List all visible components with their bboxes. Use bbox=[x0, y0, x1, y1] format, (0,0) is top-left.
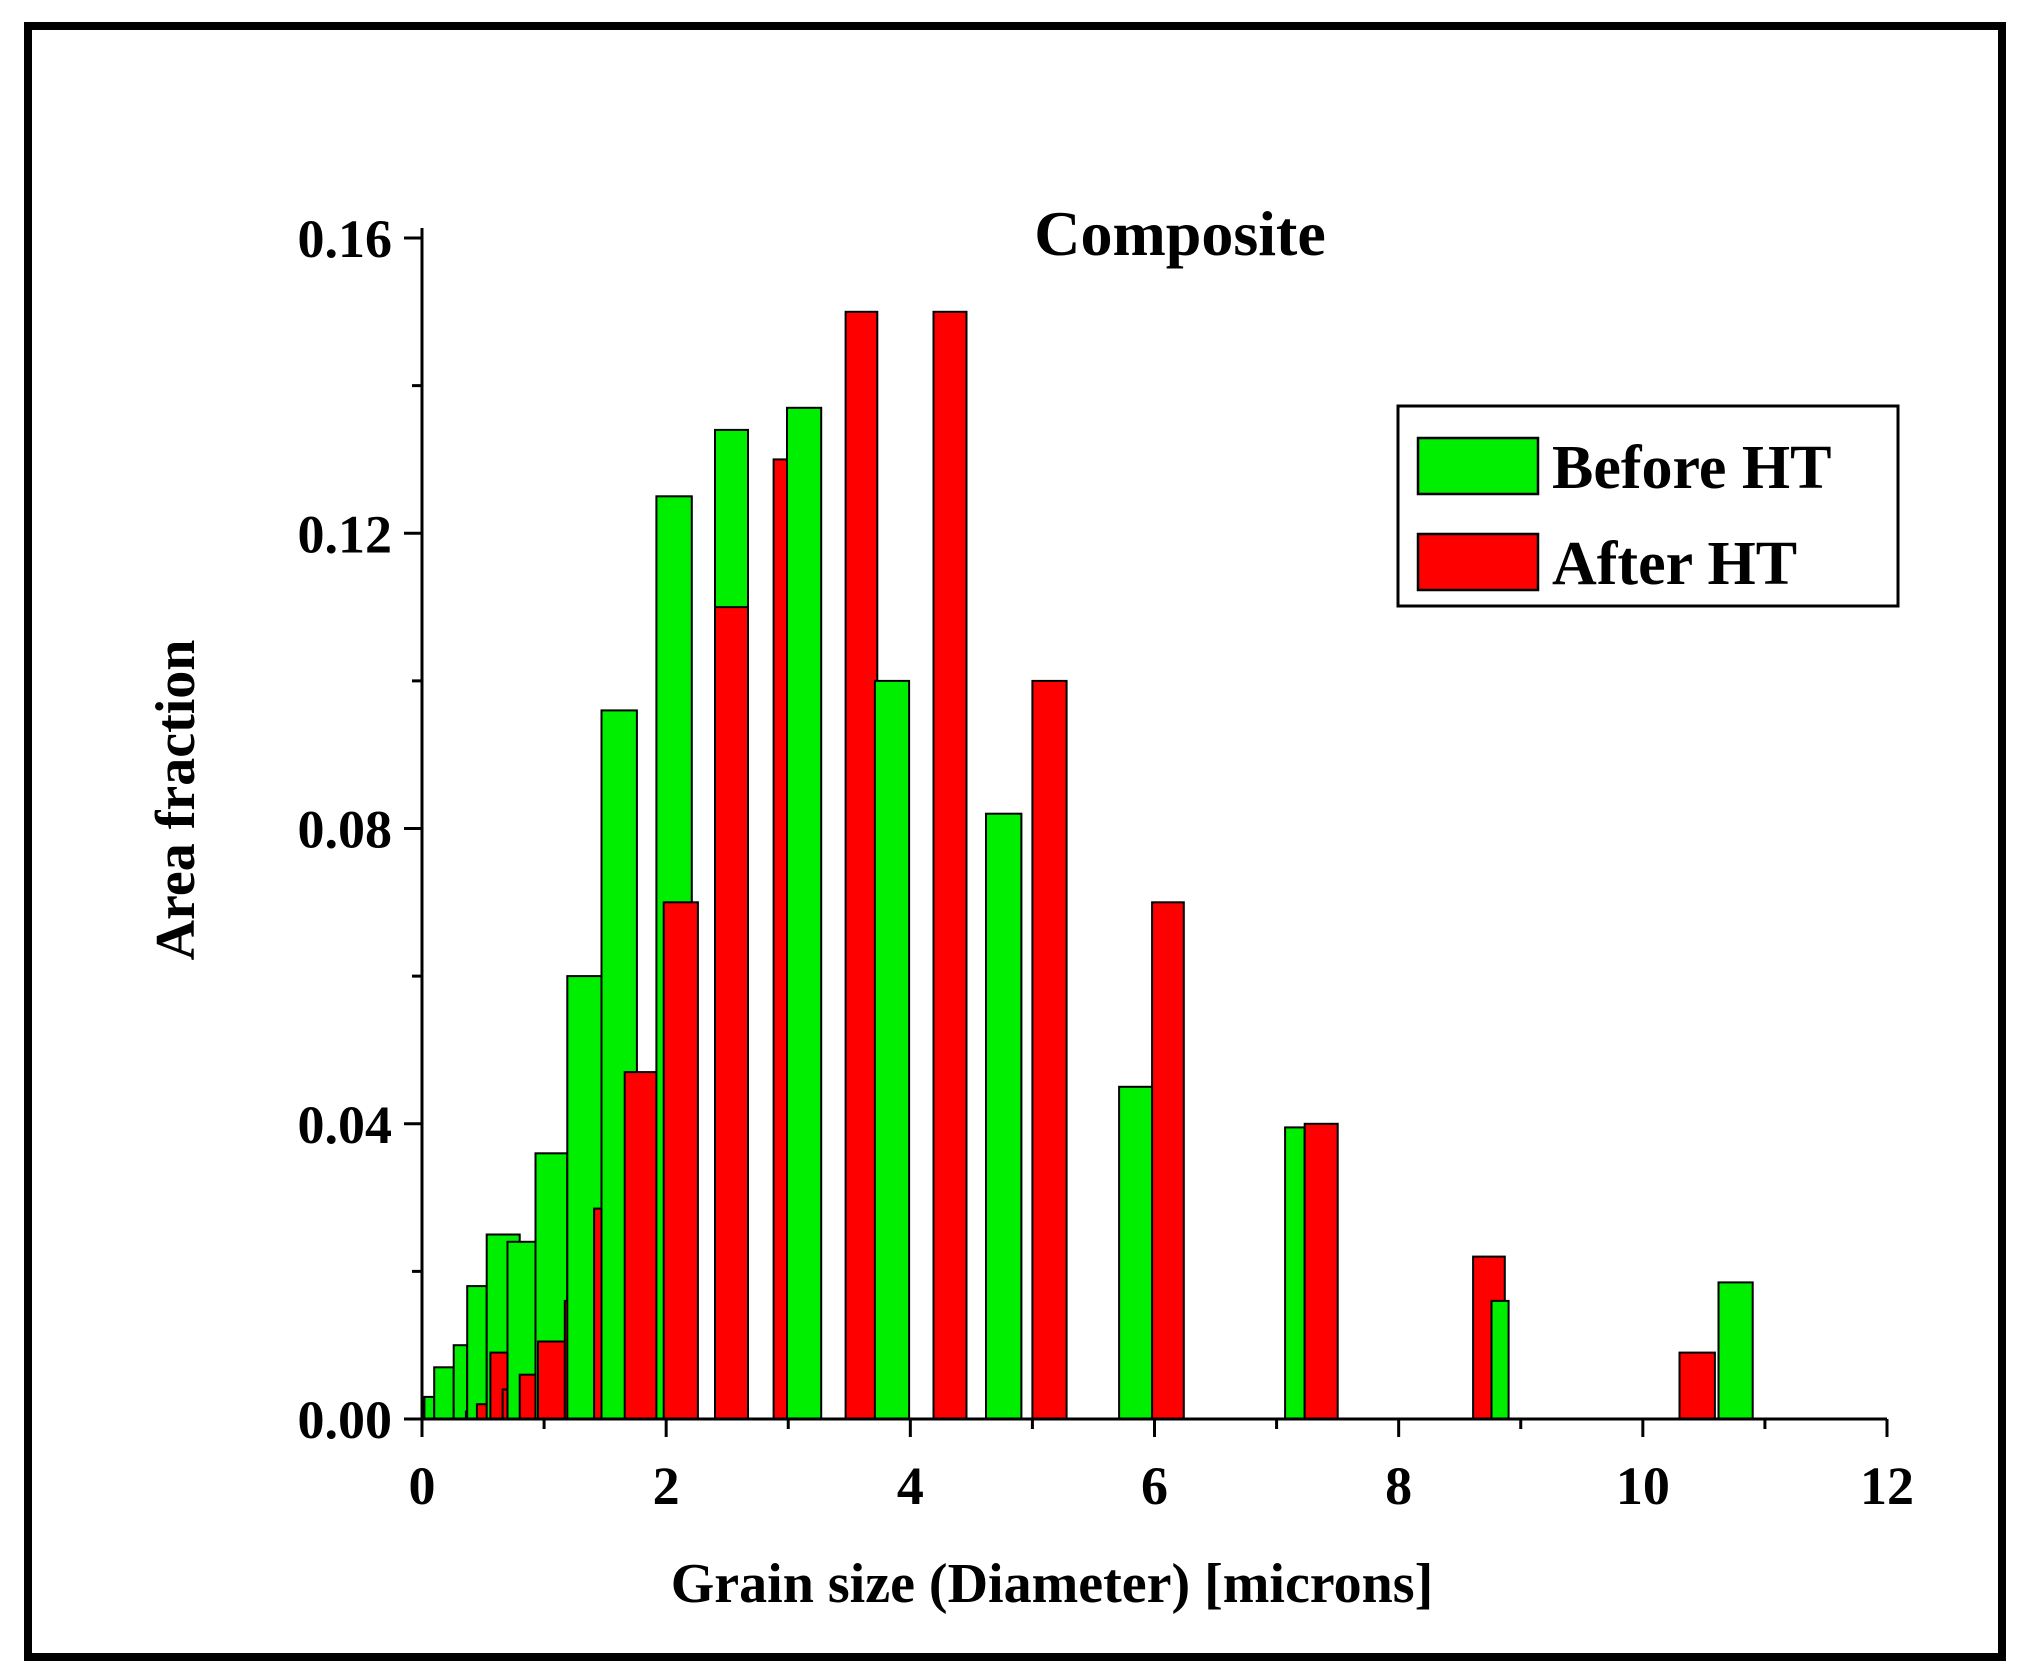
y-axis-label: Area fraction bbox=[145, 640, 207, 961]
x-tick-label-6: 12 bbox=[1860, 1456, 1914, 1516]
before-ht-bar-11 bbox=[786, 406, 823, 1420]
before-ht-bar-0 bbox=[423, 1395, 436, 1421]
chart-title: Composite bbox=[1034, 198, 1326, 269]
before-ht-bar-13 bbox=[985, 812, 1023, 1420]
axes-layer: 0 2 4 6 8 10 12 0.00 0.04 0.08 0.12 0.16 bbox=[298, 209, 1915, 1516]
legend: Before HT After HT bbox=[1396, 404, 1900, 608]
before-ht-bar-2 bbox=[452, 1344, 469, 1420]
before-ht-bar-15 bbox=[1284, 1126, 1306, 1421]
x-tick-label-4: 8 bbox=[1385, 1456, 1412, 1516]
after-ht-bar-10 bbox=[714, 606, 749, 1420]
after-ht-bar-9 bbox=[662, 901, 699, 1420]
y-tick-label-4: 0.16 bbox=[298, 209, 393, 269]
y-tick-label-0: 0.00 bbox=[298, 1390, 393, 1450]
y-tick-label-2: 0.08 bbox=[298, 800, 393, 860]
before-ht-bar-12 bbox=[873, 679, 911, 1420]
y-tick-label-3: 0.12 bbox=[298, 504, 393, 564]
y-tick-label-1: 0.04 bbox=[298, 1095, 393, 1155]
x-tick-label-0: 0 bbox=[409, 1456, 436, 1516]
legend-label-before-ht: Before HT bbox=[1552, 434, 1832, 502]
x-tick-label-5: 10 bbox=[1616, 1456, 1670, 1516]
after-ht-bar-14 bbox=[1031, 679, 1068, 1420]
after-ht-bar-8 bbox=[623, 1071, 663, 1420]
legend-swatch-after-ht bbox=[1416, 532, 1540, 592]
before-ht-bar-3 bbox=[466, 1285, 488, 1420]
after-ht-bar-13 bbox=[932, 310, 968, 1420]
after-ht-bar-12 bbox=[844, 310, 879, 1420]
before-ht-bar-16 bbox=[1490, 1299, 1510, 1421]
x-tick-label-3: 6 bbox=[1141, 1456, 1168, 1516]
after-ht-bar-15 bbox=[1151, 901, 1185, 1420]
after-ht-bar-5 bbox=[537, 1340, 566, 1420]
before-ht-bar-17 bbox=[1717, 1281, 1754, 1421]
x-axis-label: Grain size (Diameter) [microns] bbox=[671, 1553, 1433, 1615]
before-ht-bar-1 bbox=[433, 1366, 455, 1421]
x-tick-label-2: 4 bbox=[897, 1456, 924, 1516]
chart: 0 2 4 6 8 10 120.000.040.080.120.16 Composite … bbox=[145, 198, 1915, 1615]
legend-swatch-before-ht bbox=[1416, 436, 1540, 496]
figure-frame: 0 2 4 6 8 10 12 0.00 0.04 0.08 0.12 0.16 Composite … bbox=[24, 22, 2006, 1661]
x-tick-label-1: 2 bbox=[653, 1456, 680, 1516]
after-ht-bar-18 bbox=[1678, 1351, 1716, 1420]
bars-layer bbox=[423, 310, 1754, 1421]
before-ht-bar-14 bbox=[1118, 1085, 1155, 1421]
legend-label-after-ht: After HT bbox=[1552, 530, 1797, 598]
after-ht-bar-16 bbox=[1303, 1122, 1339, 1421]
